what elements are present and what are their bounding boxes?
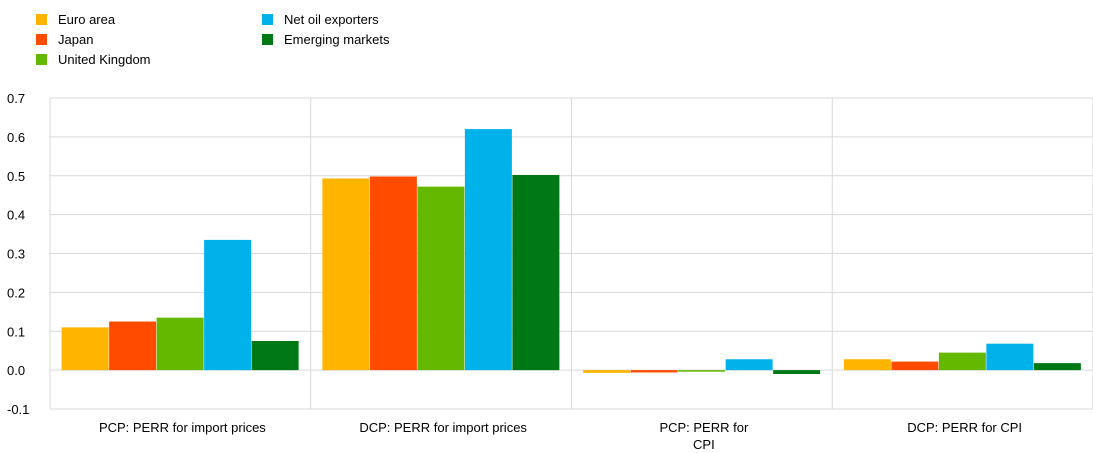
bar — [630, 370, 678, 373]
y-tick-label: 0.0 — [7, 363, 25, 378]
legend-swatch-net-oil-exporters — [262, 13, 273, 25]
bar — [938, 352, 986, 371]
bar — [843, 359, 891, 371]
bar — [61, 327, 109, 371]
y-tick-label: 0.6 — [7, 130, 25, 145]
legend-swatch-emerging-markets — [262, 33, 273, 45]
legend-swatch-euro-area — [36, 13, 47, 25]
legend-label-japan: Japan — [58, 31, 94, 47]
bar — [773, 370, 821, 375]
bar — [986, 343, 1034, 371]
bar — [369, 176, 417, 371]
legend-item-emerging-markets: Emerging markets — [262, 31, 389, 47]
legend-label-emerging-markets: Emerging markets — [284, 31, 390, 47]
y-tick-label: 0.7 — [7, 91, 25, 106]
bar — [204, 239, 252, 371]
y-tick-label: -0.1 — [7, 402, 29, 417]
legend-item-net-oil-exporters: Net oil exporters — [262, 11, 379, 27]
y-tick-label: 0.2 — [7, 285, 25, 300]
category-label: DCP: PERR for CPI — [907, 420, 1022, 435]
legend-swatch-united-kingdom — [36, 53, 47, 65]
y-tick-label: 0.4 — [7, 208, 25, 223]
legend-item-euro-area: Euro area — [36, 11, 115, 27]
legend-label-net-oil-exporters: Net oil exporters — [284, 11, 379, 27]
legend-item-japan: Japan — [36, 31, 93, 47]
category-label: CPI — [693, 437, 715, 452]
legend-label-euro-area: Euro area — [58, 11, 116, 27]
bar — [583, 370, 631, 373]
bar — [322, 178, 370, 371]
chart-legend: Euro area Japan United Kingdom Net oil e… — [0, 0, 600, 80]
bars — [61, 129, 1081, 375]
axes: 0.7 0.6 0.5 0.4 0.3 0.2 0.1 0.0 -0.1 PCP: PERR fo… — [7, 91, 1022, 452]
bar — [725, 359, 773, 371]
category-label: PCP: PERR for — [659, 420, 749, 435]
bar — [1033, 363, 1081, 371]
legend-item-united-kingdom: United Kingdom — [36, 51, 151, 67]
category-label: PCP: PERR for import prices — [99, 420, 266, 435]
category-label: DCP: PERR for import prices — [359, 420, 527, 435]
bar — [109, 321, 157, 371]
grid-lines — [49, 97, 1093, 410]
legend-swatch-japan — [36, 33, 47, 45]
legend-label-united-kingdom: United Kingdom — [58, 51, 151, 67]
bar — [678, 370, 726, 372]
y-tick-label: 0.3 — [7, 247, 25, 262]
bar — [156, 317, 204, 371]
bar — [417, 186, 465, 371]
bar — [464, 129, 512, 371]
bar — [251, 340, 299, 371]
bar — [512, 174, 560, 371]
y-tick-label: 0.5 — [7, 169, 25, 184]
y-tick-label: 0.1 — [7, 324, 25, 339]
bar — [891, 361, 939, 371]
